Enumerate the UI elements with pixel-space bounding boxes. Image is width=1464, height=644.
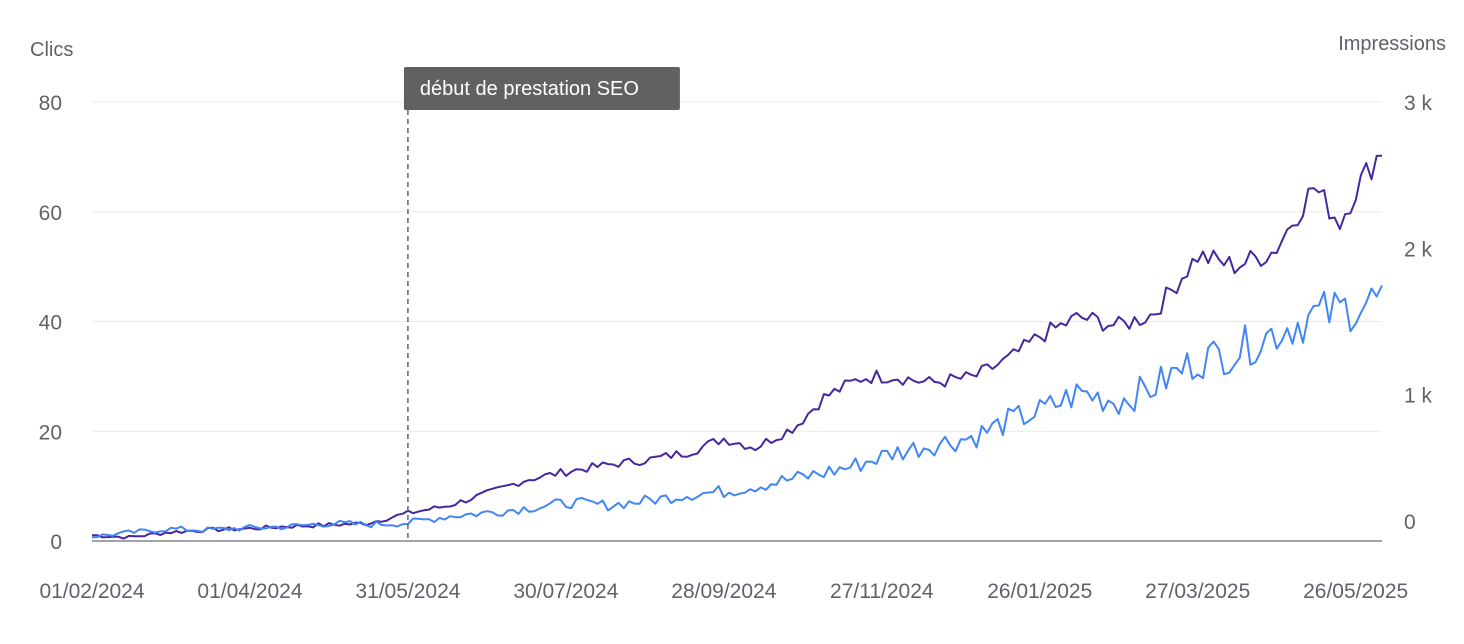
annotation: début de prestation SEO (403, 67, 680, 541)
y-right-tick-label: 1 k (1404, 385, 1433, 408)
x-tick-label: 31/05/2024 (355, 580, 460, 603)
impressions-series-line (92, 154, 1383, 540)
y-axis-right-ticks: 0 1 k 2 k 3 k (1404, 92, 1433, 534)
series-layer (92, 154, 1383, 540)
clics-series-line (92, 285, 1383, 539)
x-tick-label: 01/02/2024 (39, 580, 144, 603)
y-left-tick-label: 40 (39, 312, 62, 335)
gridlines (92, 101, 1382, 432)
y-left-tick-label: 60 (39, 202, 62, 225)
y-left-tick-label: 80 (39, 92, 62, 115)
x-axis-ticks: 01/02/2024 01/04/2024 31/05/2024 30/07/2024… (39, 580, 1408, 603)
x-tick-label: 01/04/2024 (197, 580, 302, 603)
y-left-tick-label: 20 (39, 421, 62, 444)
y-right-tick-label: 0 (1404, 511, 1416, 534)
x-tick-label: 27/03/2025 (1145, 580, 1250, 603)
x-tick-label: 26/01/2025 (987, 580, 1092, 603)
y-axis-left-title: Clics (30, 39, 73, 61)
y-axis-left-ticks: 0 20 40 60 80 (39, 92, 62, 554)
x-tick-label: 27/11/2024 (830, 580, 934, 603)
y-axis-right-title: Impressions (1338, 33, 1446, 55)
x-tick-label: 28/09/2024 (671, 580, 776, 603)
y-right-tick-label: 3 k (1404, 92, 1433, 115)
annotation-label: début de prestation SEO (420, 78, 639, 100)
y-right-tick-label: 2 k (1404, 238, 1433, 261)
x-tick-label: 26/05/2025 (1303, 580, 1408, 603)
annotation-label-box[interactable] (403, 67, 680, 110)
x-tick-label: 30/07/2024 (513, 580, 618, 603)
y-left-tick-label: 0 (50, 531, 62, 554)
